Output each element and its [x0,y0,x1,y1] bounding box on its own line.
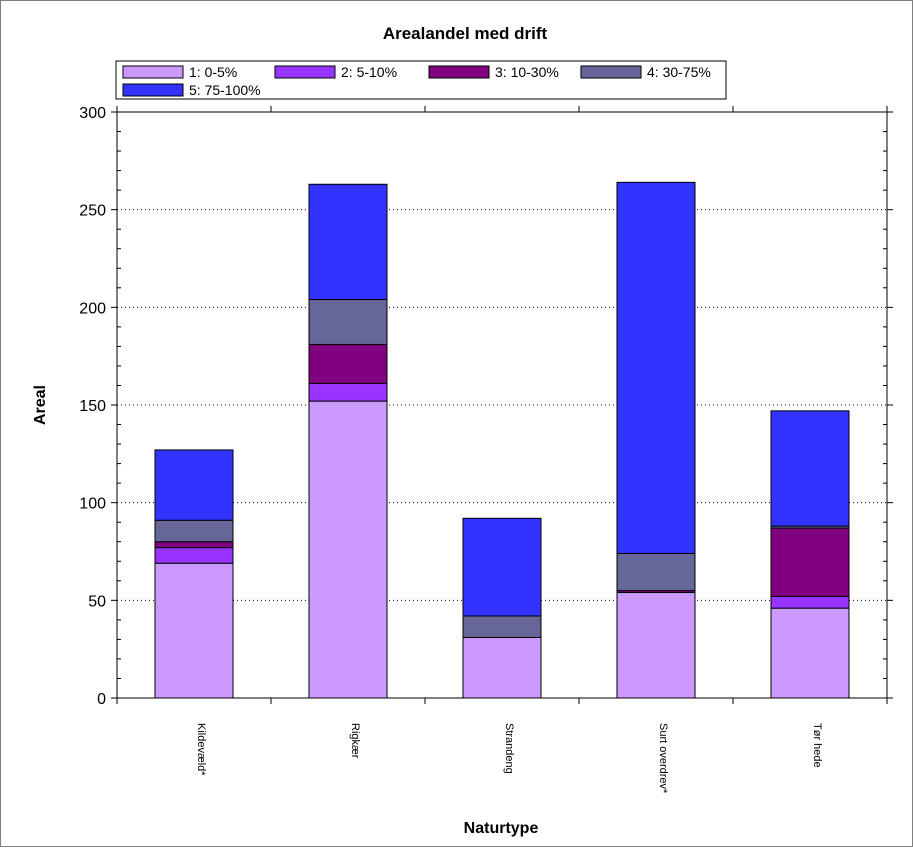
bar-segment [616,592,696,699]
bar-segment [308,343,388,385]
legend-swatch [428,65,490,79]
legend-label: 3: 10-30% [495,64,559,80]
legend-label: 5: 75-100% [189,82,261,98]
bar-segment [462,615,542,638]
legend-swatch [122,83,184,97]
y-tick-label: 50 [88,593,106,610]
bar-segment [308,400,388,699]
y-tick-label: 300 [79,105,106,122]
legend: 1: 0-5% 2: 5-10% 3: 10-30% 4: 30-75% 5: 75-1… [115,60,727,100]
bar-segment [154,547,234,564]
bar-segment [616,181,696,554]
chart-title: Arealandel med drift [383,24,548,43]
x-tick-label: Surt overdrev* [657,723,669,794]
x-axis-label: Naturtype [464,820,539,837]
bar-segment [154,541,234,549]
legend-label: 4: 30-75% [647,64,711,80]
legend-label: 1: 0-5% [189,64,237,80]
bar-segment [154,449,234,521]
x-axis-ticks: Kildevæld* Rigkær Strandeng Surt overdrev* T… [116,106,888,794]
bar-segment [770,410,850,527]
y-tick-label: 150 [79,398,106,415]
legend-swatch [274,65,336,79]
bar-segment [308,383,388,402]
x-tick-label: Strandeng [503,723,515,774]
x-tick-label: Tør hede [811,723,823,768]
legend-swatch [122,65,184,79]
bar-segment [462,517,542,617]
x-tick-label: Rigkær [349,723,361,759]
legend-swatch [580,65,642,79]
bar-segment [154,562,234,699]
y-tick-label: 100 [79,496,106,513]
bar-segment [462,636,542,699]
y-axis-ticks: 0 50 100 150 200 250 300 [79,105,893,708]
bar-segment [770,527,850,597]
y-tick-label: 250 [79,203,106,220]
y-tick-label: 0 [97,691,106,708]
bar-segment [770,595,850,609]
y-tick-label: 200 [79,300,106,317]
bar-segment [770,607,850,699]
bars [154,181,850,699]
bar-segment [616,552,696,592]
bar-segment [308,299,388,345]
bar-segment [154,519,234,543]
x-tick-label: Kildevæld* [195,723,207,776]
y-axis-label: Areal [32,385,49,425]
legend-label: 2: 5-10% [341,64,397,80]
bar-segment [308,183,388,301]
